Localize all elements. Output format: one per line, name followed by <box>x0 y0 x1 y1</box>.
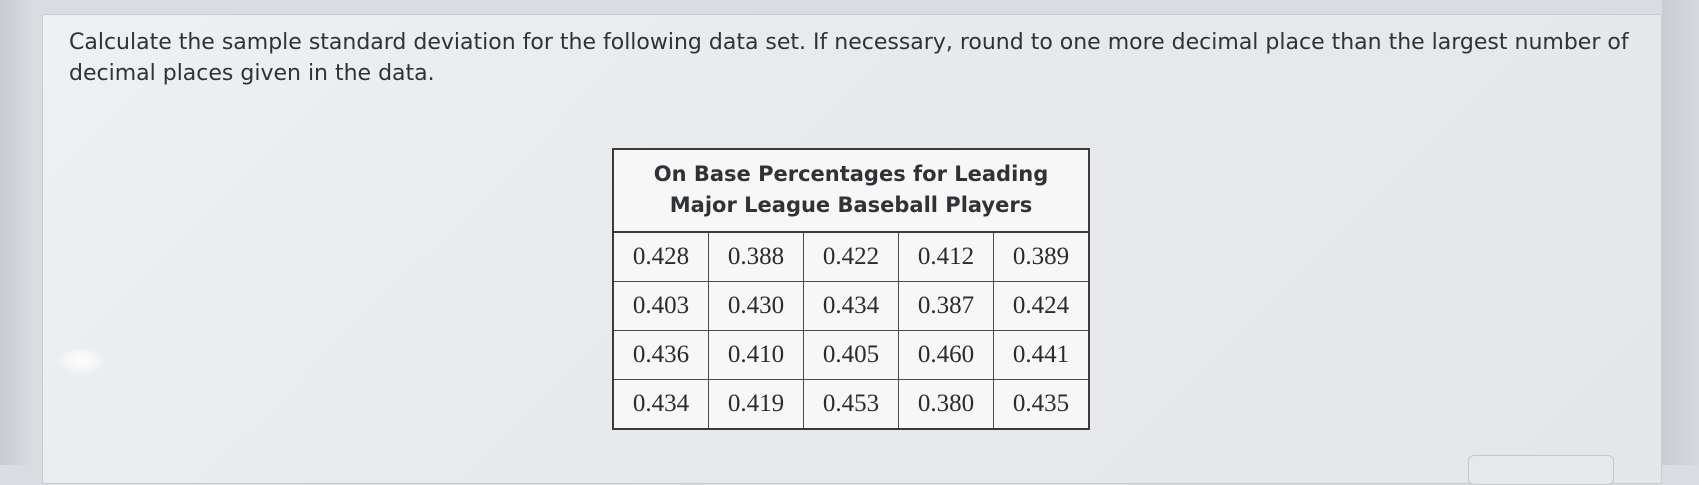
table-cell: 0.453 <box>803 379 899 430</box>
partially-visible-button[interactable] <box>1468 455 1614 485</box>
question-panel: Calculate the sample standard deviation … <box>42 14 1662 485</box>
question-text: Calculate the sample standard deviation … <box>69 30 1629 86</box>
table-row: 0.428 0.388 0.422 0.412 0.389 <box>612 231 1090 282</box>
table-cell: 0.410 <box>708 330 804 380</box>
table-cell: 0.460 <box>898 330 994 380</box>
table-cell: 0.435 <box>993 379 1090 430</box>
left-margin <box>0 0 30 465</box>
table-cell: 0.419 <box>708 379 804 430</box>
table-cell: 0.387 <box>898 281 994 331</box>
table-cell: 0.434 <box>803 281 899 331</box>
table-row: 0.436 0.410 0.405 0.460 0.441 <box>612 330 1090 380</box>
table-cell: 0.403 <box>612 281 709 331</box>
table-cell: 0.430 <box>708 281 804 331</box>
table-row: 0.434 0.419 0.453 0.380 0.435 <box>612 379 1090 430</box>
table-cell: 0.428 <box>612 231 709 282</box>
table-cell: 0.434 <box>612 379 709 430</box>
data-table: On Base Percentages for Leading Major Le… <box>612 148 1090 430</box>
table-cell: 0.389 <box>993 231 1090 282</box>
screen-glare <box>58 348 104 374</box>
table-cell: 0.412 <box>898 231 994 282</box>
table-cell: 0.405 <box>803 330 899 380</box>
table-cell: 0.388 <box>708 231 804 282</box>
table-row: 0.403 0.430 0.434 0.387 0.424 <box>612 281 1090 331</box>
table-cell: 0.441 <box>993 330 1090 380</box>
table-cell: 0.424 <box>993 281 1090 331</box>
table-cell: 0.436 <box>612 330 709 380</box>
table-title: On Base Percentages for Leading Major Le… <box>613 149 1089 233</box>
table-cell: 0.380 <box>898 379 994 430</box>
right-margin <box>1662 0 1699 465</box>
table-cell: 0.422 <box>803 231 899 282</box>
